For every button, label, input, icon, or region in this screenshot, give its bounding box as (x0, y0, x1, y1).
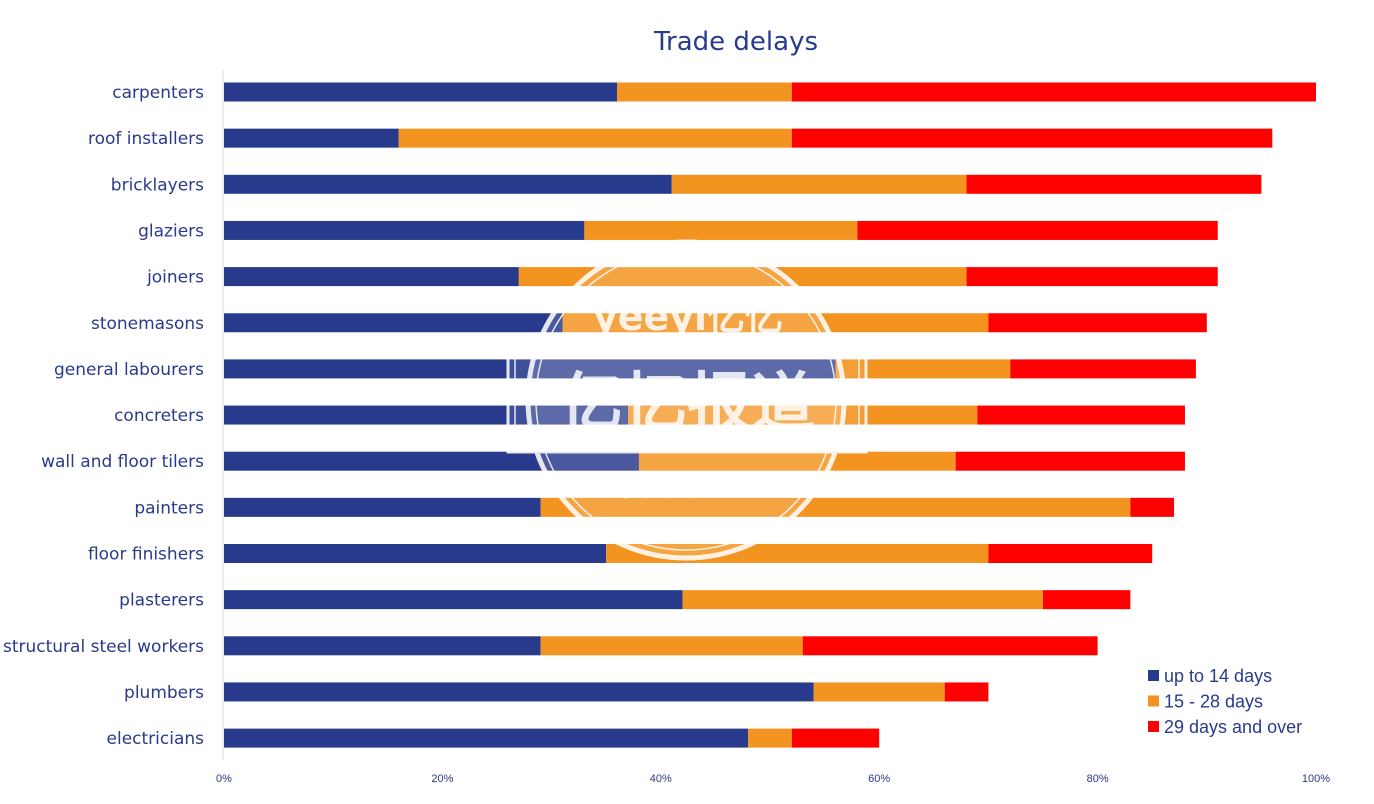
legend-label-29-days-and-over: 29 days and over (1164, 717, 1302, 737)
bar-plasterers-29-days-and-over (1043, 590, 1131, 610)
bar-wall-and-floor-tilers-29-days-and-over (955, 451, 1185, 471)
bar-plasterers-15-28-days (682, 590, 1043, 610)
category-label-glaziers: glaziers (138, 221, 204, 241)
bar-stonemasons-29-days-and-over (988, 313, 1207, 333)
bar-floor-finishers-29-days-and-over (988, 544, 1153, 563)
bar-roof-installers-up-to-14-days (224, 128, 399, 148)
bar-glaziers-up-to-14-days (224, 220, 585, 240)
bar-wall-and-floor-tilers-up-to-14-days (224, 451, 639, 471)
category-label-general-labourers: general labourers (54, 360, 204, 380)
category-label-floor-finishers: floor finishers (88, 545, 204, 565)
bar-wall-and-floor-tilers-15-28-days (638, 451, 956, 471)
category-label-painters: painters (134, 498, 204, 518)
bar-structural-steel-workers-15-28-days (540, 636, 803, 656)
category-label-joiners: joiners (146, 268, 204, 288)
watermark-line2: 亿忆报道 (559, 367, 815, 441)
category-label-wall-and-floor-tilers: wall and floor tilers (41, 452, 204, 472)
x-tick-label: 60% (868, 773, 890, 785)
watermark-line1: yeeyi亿忆 (593, 295, 783, 339)
bars-group (224, 82, 1316, 748)
bar-joiners-15-28-days (518, 267, 967, 287)
category-label-roof-installers: roof installers (88, 129, 204, 149)
bar-electricians-15-28-days (748, 728, 792, 748)
bar-bricklayers-up-to-14-days (224, 174, 672, 194)
bar-plumbers-29-days-and-over (944, 682, 989, 702)
bar-plumbers-15-28-days (813, 682, 945, 702)
bar-painters-up-to-14-days (224, 497, 541, 517)
category-label-structural-steel-workers: structural steel workers (3, 637, 204, 657)
watermark-circle (525, 239, 847, 561)
legend-swatch-29-days-and-over (1148, 721, 1159, 732)
bar-stonemasons-up-to-14-days (224, 313, 563, 333)
bar-roof-installers-15-28-days (398, 128, 792, 148)
watermark-box (506, 344, 868, 454)
bar-electricians-up-to-14-days (224, 728, 749, 748)
bar-electricians-29-days-and-over (791, 728, 880, 748)
chart-title: Trade delays (653, 27, 818, 57)
bar-concreters-15-28-days (628, 405, 978, 425)
bar-joiners-29-days-and-over (966, 267, 1218, 287)
watermark-line3: 手机亿忆APP (616, 474, 757, 502)
x-axis-ticks: 0% 20% 40% 60% 80% 100% (216, 773, 1330, 785)
bar-plasterers-up-to-14-days (224, 590, 683, 610)
bar-joiners-up-to-14-days (224, 267, 519, 287)
watermark-box-inner (514, 352, 860, 446)
x-tick-label: 100% (1302, 773, 1330, 785)
bar-carpenters-29-days-and-over (791, 82, 1316, 102)
bar-structural-steel-workers-up-to-14-days (224, 636, 541, 656)
legend-swatch-15-28-days (1148, 695, 1159, 707)
category-label-bricklayers: bricklayers (111, 175, 204, 195)
category-label-plumbers: plumbers (124, 683, 204, 703)
bar-structural-steel-workers-29-days-and-over (802, 636, 1098, 656)
bar-general-labourers-29-days-and-over (1010, 359, 1196, 379)
legend-label-up-to-14-days: up to 14 days (1164, 666, 1272, 686)
bar-carpenters-up-to-14-days (224, 82, 618, 102)
bar-painters-29-days-and-over (1130, 497, 1175, 517)
legend-swatch-up-to-14-days (1148, 670, 1159, 681)
x-tick-label: 80% (1087, 773, 1109, 785)
x-tick-label: 0% (216, 773, 232, 785)
category-label-carpenters: carpenters (112, 83, 204, 103)
bar-plumbers-up-to-14-days (224, 682, 814, 702)
bar-glaziers-15-28-days (584, 220, 858, 240)
bar-concreters-29-days-and-over (977, 405, 1185, 425)
bar-floor-finishers-up-to-14-days (224, 544, 607, 563)
x-tick-label: 40% (650, 773, 672, 785)
category-label-stonemasons: stonemasons (91, 314, 204, 334)
watermark: yeeyi亿忆 亿忆报道 手机亿忆APP (506, 239, 868, 561)
category-label-plasterers: plasterers (119, 591, 204, 611)
category-labels: carpenters roof installers bricklayers glaz… (3, 83, 204, 749)
x-tick-label: 20% (431, 773, 453, 785)
legend-label-15-28-days: 15 - 28 days (1164, 692, 1263, 712)
bar-bricklayers-15-28-days (671, 174, 967, 194)
category-label-concreters: concreters (114, 406, 204, 426)
bar-carpenters-15-28-days (617, 82, 792, 102)
category-label-electricians: electricians (107, 729, 205, 749)
bar-glaziers-29-days-and-over (857, 220, 1218, 240)
bar-bricklayers-29-days-and-over (966, 174, 1262, 194)
bar-roof-installers-29-days-and-over (791, 128, 1273, 148)
bar-general-labourers-15-28-days (835, 359, 1011, 379)
watermark-inner-circle (535, 249, 837, 551)
legend: up to 14 days 15 - 28 days 29 days and ove… (1148, 666, 1302, 737)
bar-painters-15-28-days (540, 497, 1131, 517)
bar-stonemasons-15-28-days (562, 313, 989, 333)
